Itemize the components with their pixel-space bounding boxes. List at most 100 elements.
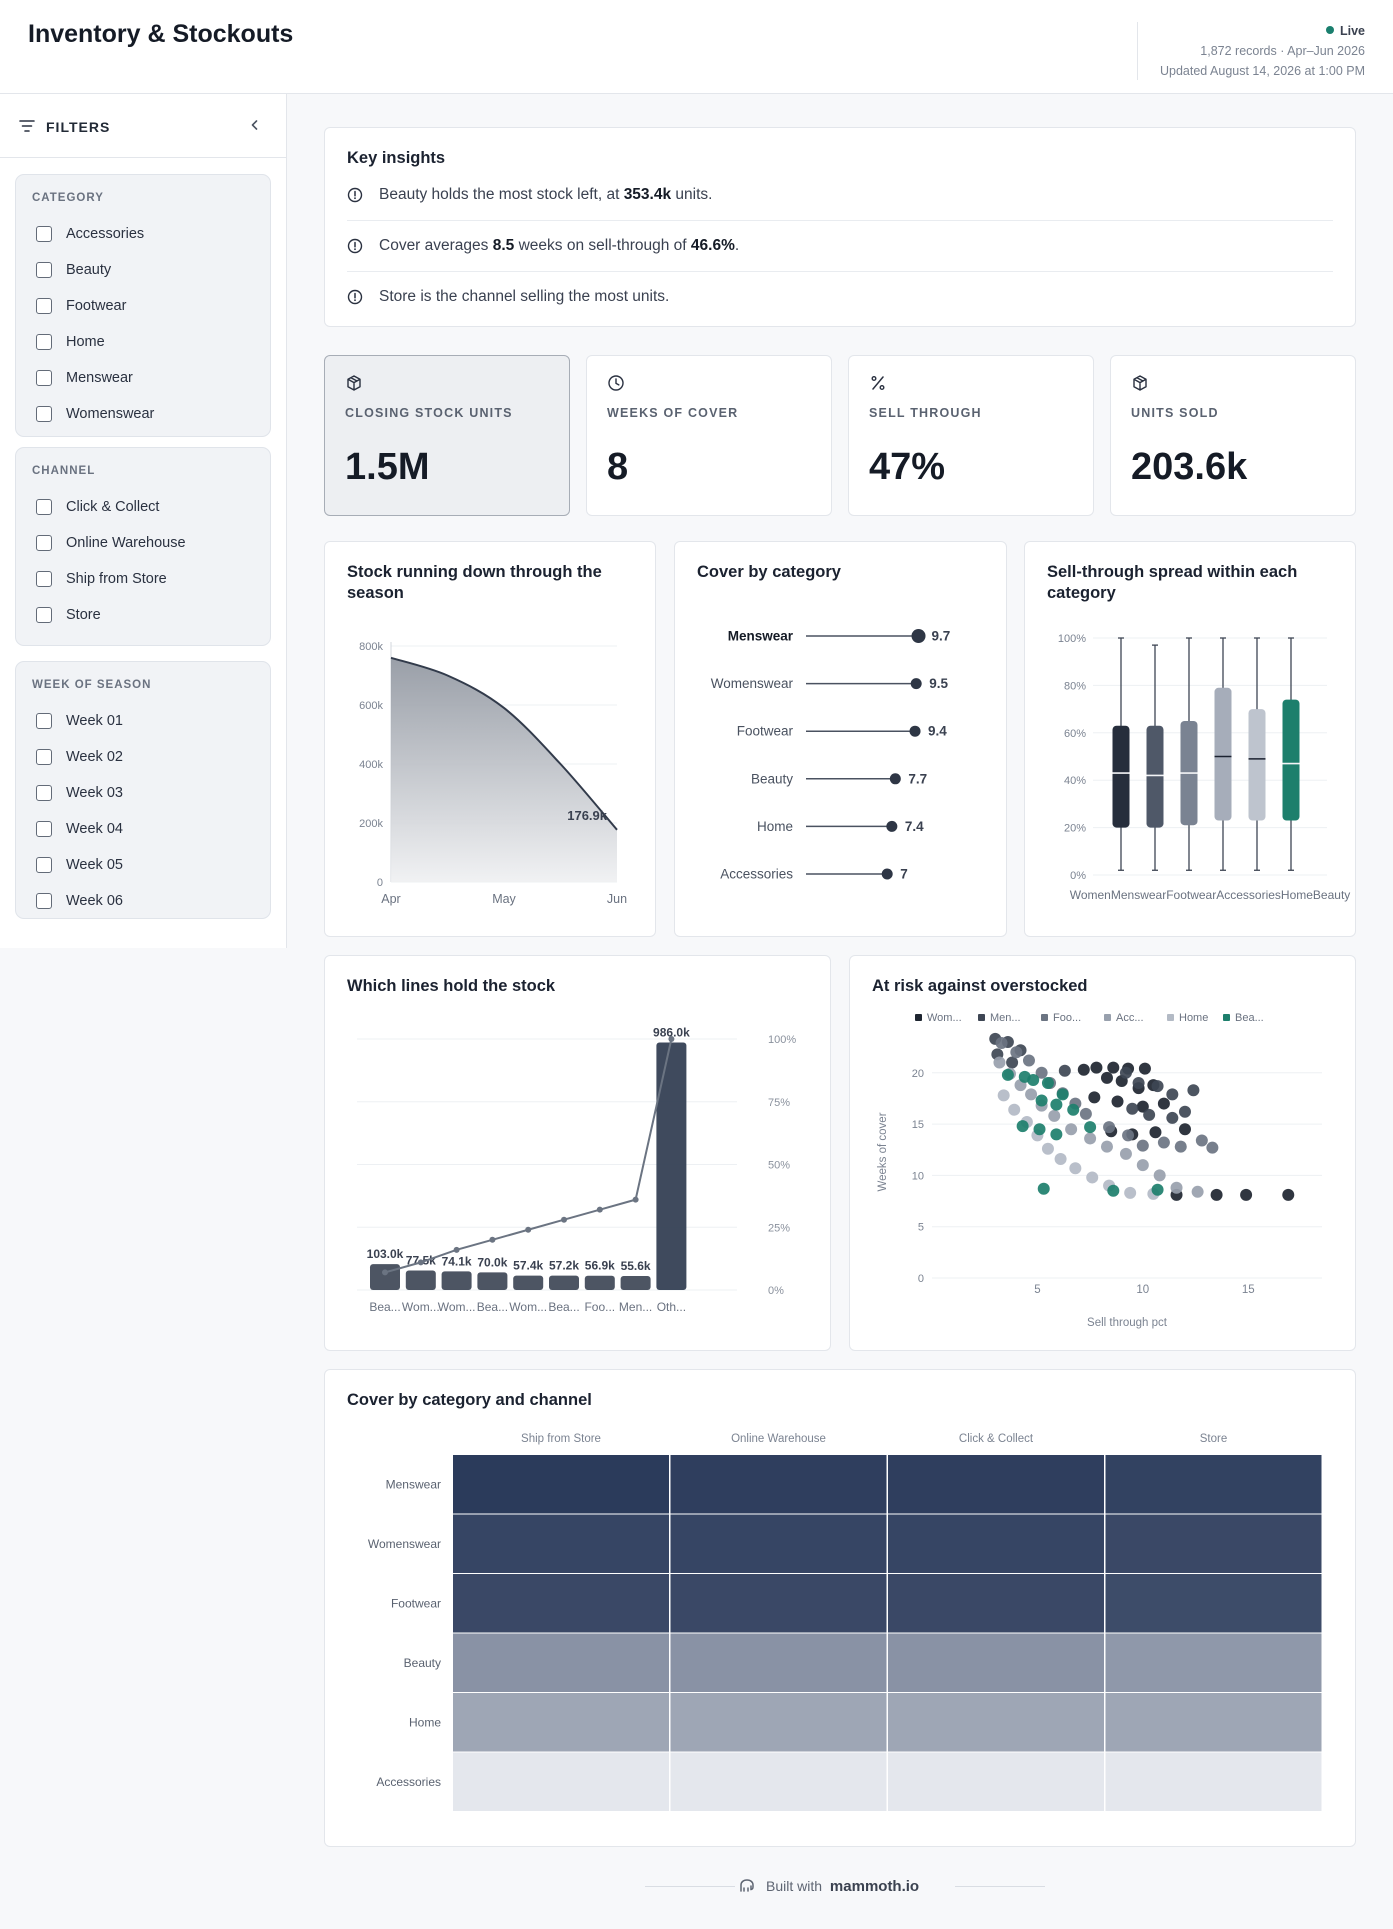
filter-option-label: Home [66, 334, 105, 350]
filter-checkbox[interactable] [36, 406, 52, 422]
x-tick-label: Bea... [477, 1300, 508, 1314]
filter-option[interactable]: Week 01 [36, 710, 123, 732]
scatter-point [1010, 1046, 1023, 1059]
scatter-point [1103, 1121, 1116, 1134]
scatter-point [1054, 1152, 1067, 1165]
filter-option[interactable]: Accessories [36, 223, 144, 245]
filter-checkbox[interactable] [36, 226, 52, 242]
scatter-point [1119, 1066, 1132, 1079]
filter-checkbox[interactable] [36, 749, 52, 765]
box-iqr [1214, 687, 1232, 821]
filter-option[interactable]: Menswear [36, 367, 133, 389]
filters-title: FILTERS [46, 119, 111, 135]
heatmap-cell [453, 1752, 669, 1811]
filter-option[interactable]: Womenswear [36, 403, 154, 425]
insight-item: Beauty holds the most stock left, at 353… [347, 170, 1333, 220]
scatter-point [1025, 1088, 1038, 1101]
header-meta: Live 1,872 records · Apr–Jun 2026 Update… [1160, 21, 1365, 81]
filter-checkbox[interactable] [36, 785, 52, 801]
bar [370, 1264, 400, 1290]
scatter-point [1174, 1140, 1187, 1153]
y-axis-label: Weeks of cover [877, 1112, 889, 1191]
scatter-point [1210, 1188, 1223, 1201]
clock-icon [608, 375, 624, 391]
scatter-point [1166, 1111, 1179, 1124]
kpi-label: CLOSING STOCK UNITS [345, 406, 513, 420]
y-tick-label: 600k [359, 700, 383, 712]
scatter-point [1107, 1061, 1120, 1074]
filter-checkbox[interactable] [36, 499, 52, 515]
filter-checkbox[interactable] [36, 262, 52, 278]
kpi-card-weeks-of-cover[interactable]: WEEKS OF COVER 8 [586, 355, 832, 516]
kpi-value: 8 [607, 446, 629, 488]
filter-option[interactable]: Store [36, 604, 101, 626]
kpi-label: SELL THROUGH [869, 406, 982, 420]
filter-checkbox[interactable] [36, 713, 52, 729]
filter-checkbox[interactable] [36, 298, 52, 314]
scatter-point [997, 1089, 1010, 1102]
scatter-point [1016, 1120, 1029, 1133]
key-insights-card: Key insights Beauty holds the most stock… [324, 127, 1356, 327]
filter-option[interactable]: Week 05 [36, 854, 123, 876]
filter-checkbox[interactable] [36, 821, 52, 837]
filter-option[interactable]: Home [36, 331, 105, 353]
collapse-sidebar-icon[interactable] [248, 118, 262, 132]
filter-option[interactable]: Week 02 [36, 746, 123, 768]
scatter-point [1282, 1188, 1295, 1201]
filter-option[interactable]: Week 04 [36, 818, 123, 840]
x-tick-label: May [492, 892, 516, 906]
scatter-point [1170, 1181, 1183, 1194]
filter-checkbox[interactable] [36, 607, 52, 623]
scatter-point [1065, 1123, 1078, 1136]
footer: Built with mammoth.io [0, 1875, 1393, 1897]
scatter-point [1037, 1182, 1050, 1195]
category-label: Womenswear [711, 676, 794, 691]
bar [656, 1042, 687, 1290]
heatmap-cell [453, 1633, 669, 1692]
filter-option-label: Accessories [66, 226, 145, 242]
legend-swatch [1041, 1014, 1048, 1021]
kpi-card-sell-through[interactable]: SELL THROUGH 47% [848, 355, 1094, 516]
x-axis-label: Sell through pct [1087, 1317, 1168, 1329]
filter-option[interactable]: Week 03 [36, 782, 123, 804]
filter-option[interactable]: Ship from Store [36, 568, 167, 590]
filter-checkbox[interactable] [36, 535, 52, 551]
scatter-point [1035, 1066, 1048, 1079]
risk-scatter-card: At risk against overstocked 0 5 10 15 20 5 10 1… [849, 955, 1356, 1351]
kpi-card-closing-stock-units[interactable]: CLOSING STOCK UNITS 1.5M [324, 355, 570, 516]
scatter-point [1035, 1094, 1048, 1107]
x-tick-label: Jun [607, 892, 627, 906]
filter-option-label: Beauty [66, 262, 112, 278]
heatmap-cell [453, 1514, 669, 1573]
legend-label: Acc... [1116, 1012, 1144, 1024]
filter-option[interactable]: Click & Collect [36, 496, 159, 518]
kpi-value: 47% [869, 446, 946, 488]
scatter-point [1100, 1071, 1113, 1084]
scatter-point [1088, 1091, 1101, 1104]
filter-option[interactable]: Online Warehouse [36, 532, 186, 554]
kpi-card-units-sold[interactable]: UNITS SOLD 203.6k [1110, 355, 1356, 516]
value-label: 7 [900, 867, 908, 882]
filter-checkbox[interactable] [36, 334, 52, 350]
scatter-point [1041, 1142, 1054, 1155]
cumulative-point [596, 1206, 603, 1213]
row-label: Womenswear [368, 1537, 441, 1551]
scatter-point [1119, 1147, 1132, 1160]
filter-option-label: Week 02 [66, 749, 123, 765]
footer-credit[interactable]: Built with mammoth.io [766, 1878, 919, 1895]
filter-option[interactable]: Footwear [36, 295, 126, 317]
value-label: 7.4 [905, 819, 924, 834]
filter-option[interactable]: Beauty [36, 259, 111, 281]
bar-value-label: 56.9k [585, 1259, 615, 1273]
bar [549, 1275, 579, 1290]
filter-checkbox[interactable] [36, 370, 52, 386]
filter-option-label: Click & Collect [66, 499, 160, 515]
stock-lines-title: Which lines hold the stock [347, 977, 556, 995]
filter-option[interactable]: Week 06 [36, 890, 123, 912]
cover-lollipop-card: Cover by category Menswear 9.7 Womenswear 9… [674, 541, 1007, 937]
scatter-point [1143, 1108, 1156, 1121]
filter-checkbox[interactable] [36, 857, 52, 873]
filter-checkbox[interactable] [36, 571, 52, 587]
row-label: Footwear [391, 1596, 441, 1610]
filter-checkbox[interactable] [36, 893, 52, 909]
